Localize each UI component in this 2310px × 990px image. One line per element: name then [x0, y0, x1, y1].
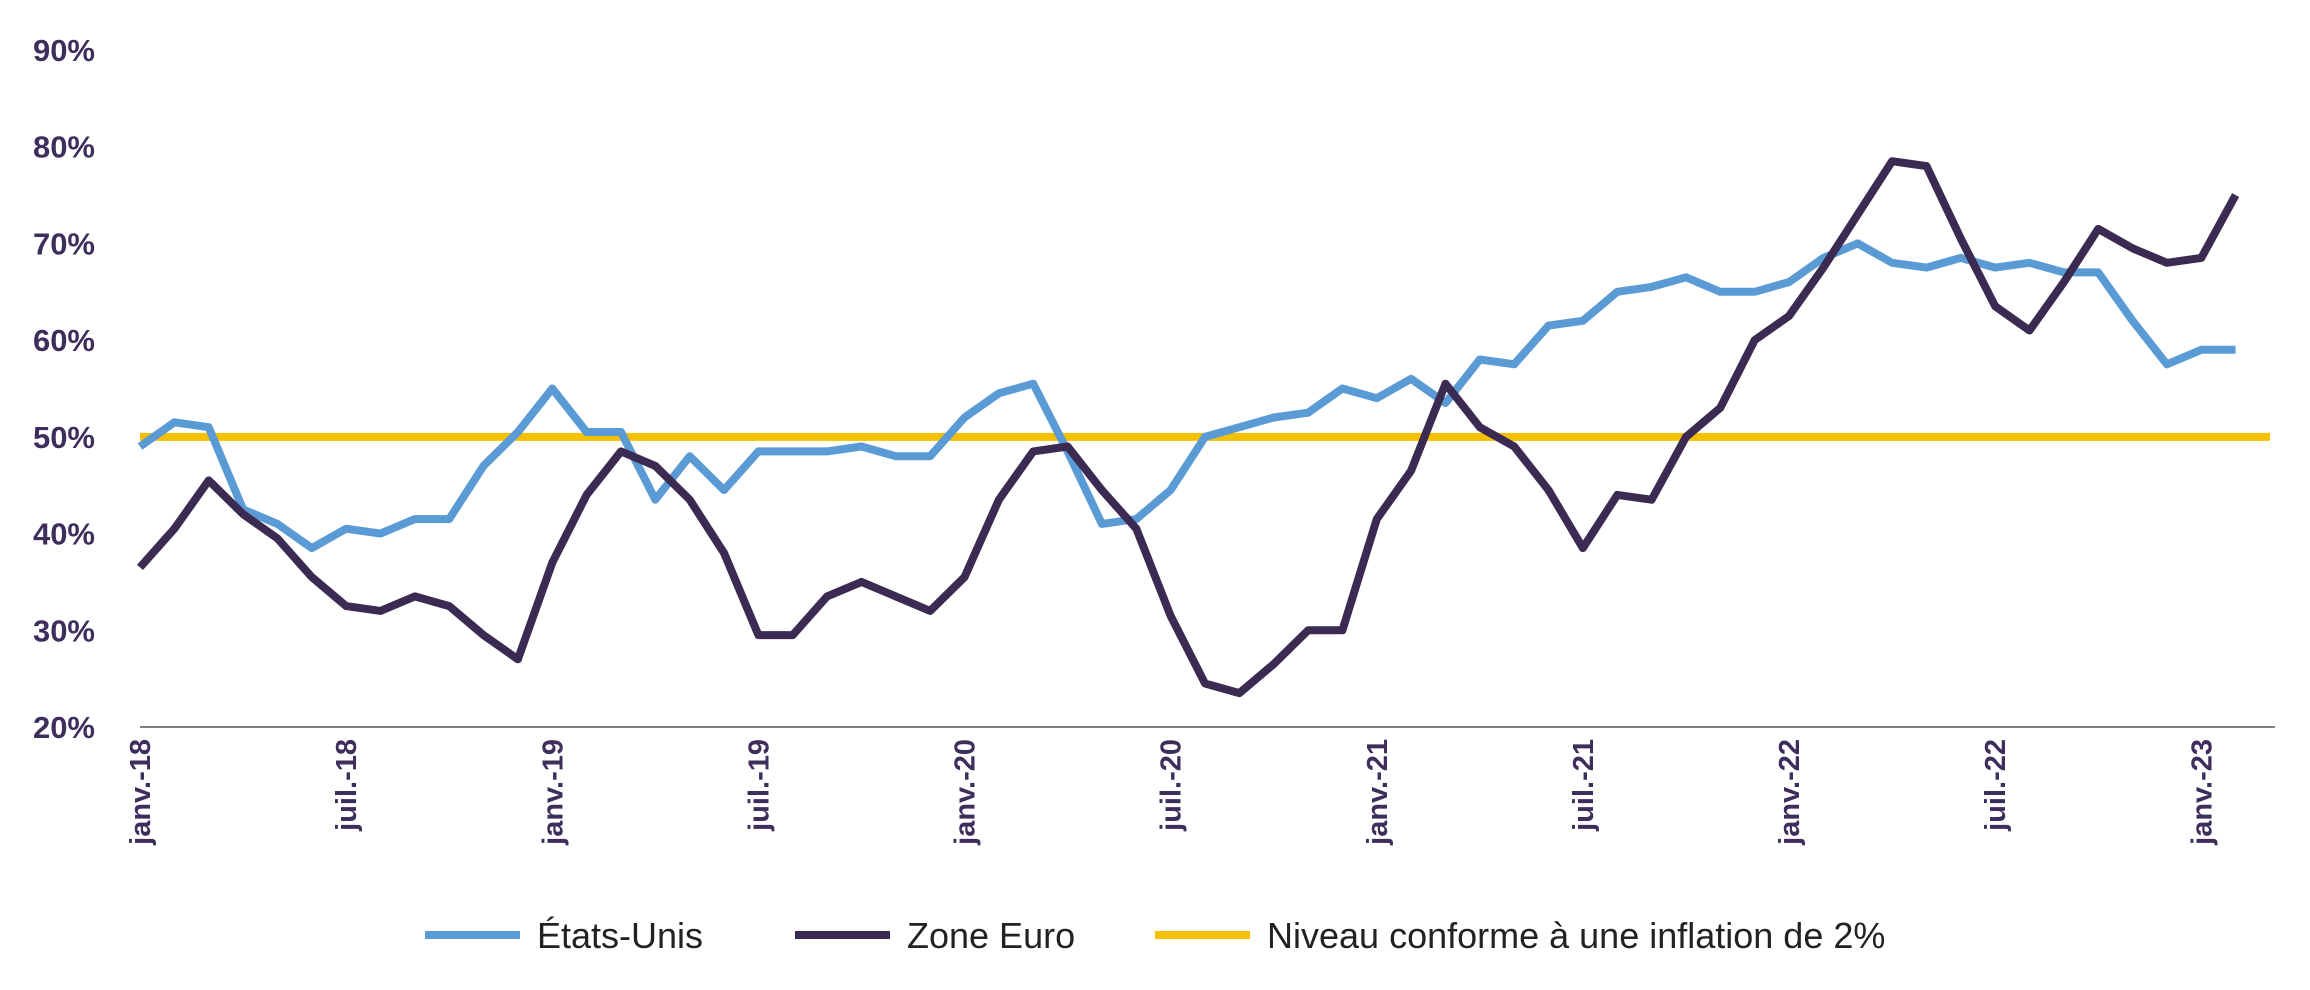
- y-tick-label: 60%: [33, 323, 95, 358]
- x-tick-label: janv.-19: [537, 739, 569, 846]
- x-axis: janv.-18 juil.-18 janv.-19 juil.-19 janv.-20…: [125, 726, 2275, 846]
- x-tick-label: juil.-20: [1156, 739, 1188, 832]
- x-tick-label: janv.-21: [1362, 739, 1394, 846]
- legend-item: Niveau conforme à une inflation de 2%: [1155, 915, 1885, 956]
- legend: États-Unis Zone Euro Niveau conforme à une…: [425, 915, 1885, 956]
- x-tick-label: juil.-19: [743, 739, 775, 832]
- y-tick-label: 40%: [33, 517, 95, 552]
- x-tick-label: janv.-20: [950, 739, 982, 846]
- legend-item: Zone Euro: [795, 915, 1075, 956]
- y-tick-label: 30%: [33, 613, 95, 648]
- y-tick-label: 70%: [33, 226, 95, 261]
- y-axis: 20% 30% 40% 50% 60% 70% 80% 90%: [33, 33, 95, 745]
- x-tick-label: juil.-22: [1980, 739, 2012, 832]
- x-tick-label: janv.-18: [125, 739, 157, 846]
- legend-label: Zone Euro: [907, 915, 1075, 956]
- x-tick-label: janv.-23: [2186, 739, 2218, 846]
- series-layer: [137, 157, 2270, 698]
- series-line-etats-unis: [137, 239, 2236, 553]
- y-tick-label: 50%: [33, 420, 95, 455]
- x-tick-label: juil.-21: [1568, 739, 1600, 832]
- legend-label: Niveau conforme à une inflation de 2%: [1267, 915, 1885, 956]
- y-tick-label: 80%: [33, 130, 95, 165]
- legend-label: États-Unis: [537, 915, 703, 956]
- series-line-zone-euro: [137, 157, 2240, 698]
- legend-item: États-Unis: [425, 915, 703, 956]
- y-tick-label: 90%: [33, 33, 95, 68]
- y-tick-label: 20%: [33, 710, 95, 745]
- x-tick-label: janv.-22: [1774, 739, 1806, 846]
- x-tick-label: juil.-18: [331, 739, 363, 832]
